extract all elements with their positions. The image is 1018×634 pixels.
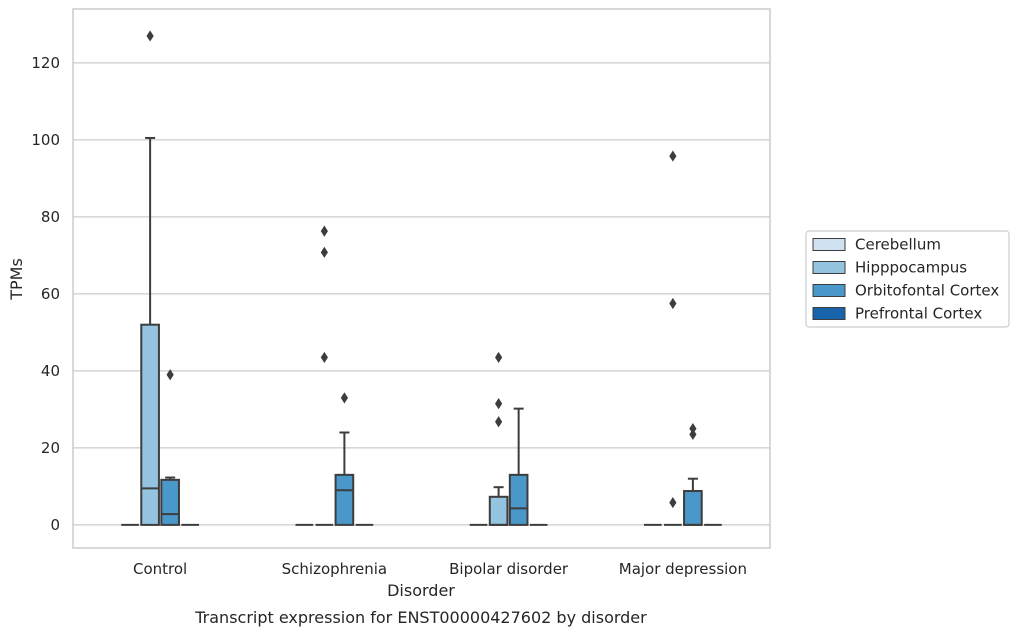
- outlier-point: [320, 351, 328, 364]
- x-tick-label: Control: [133, 560, 187, 578]
- outlier-point: [320, 246, 328, 258]
- box: [508, 473, 529, 526]
- outlier-point: [320, 225, 328, 237]
- legend-swatch: [812, 238, 846, 251]
- outlier-point: [495, 398, 503, 410]
- outlier-point: [146, 30, 154, 42]
- legend-swatch: [812, 284, 846, 297]
- outlier-point: [669, 297, 677, 310]
- box: [683, 490, 703, 526]
- box: [488, 495, 509, 526]
- outlier-point: [669, 150, 677, 162]
- box: [334, 473, 355, 526]
- legend-frame: [805, 230, 1010, 328]
- outlier-point: [340, 392, 348, 404]
- x-axis-label: Disorder: [387, 581, 455, 600]
- y-tick-label: 80: [41, 208, 60, 226]
- y-tick-label: 40: [41, 362, 60, 380]
- box: [140, 323, 160, 526]
- outlier-point: [166, 369, 174, 381]
- legend-label: Orbitofontal Cortex: [855, 282, 999, 300]
- y-axis-label: TPMs: [7, 258, 26, 301]
- x-tick-label: Major depression: [619, 560, 747, 578]
- box-marks: [121, 30, 722, 526]
- box: [160, 478, 180, 526]
- legend-swatch: [812, 261, 846, 274]
- y-tick-label: 60: [41, 285, 60, 303]
- y-tick-label: 0: [50, 516, 60, 534]
- legend: Cerebellum Hipppocampus Orbitofontal Corte…: [805, 230, 1010, 328]
- plot-frame: [72, 8, 771, 549]
- y-gridlines: [73, 62, 770, 526]
- y-tick-label: 120: [31, 54, 60, 72]
- x-tick-label: Bipolar disorder: [449, 560, 569, 578]
- legend-label: Prefrontal Cortex: [855, 305, 982, 323]
- x-tick-labels: Control Schizophrenia Bipolar disorder Majo…: [133, 560, 747, 578]
- y-tick-labels: 0 20 40 60 80 100 120: [31, 54, 60, 534]
- x-tick-label: Schizophrenia: [282, 560, 387, 578]
- legend-swatch: [812, 307, 846, 320]
- y-tick-label: 100: [31, 131, 60, 149]
- outlier-point: [689, 428, 697, 441]
- outlier-point: [669, 496, 677, 509]
- chart-caption: Transcript expression for ENST0000042760…: [194, 608, 647, 627]
- legend-label: Hipppocampus: [855, 259, 967, 277]
- legend-label: Cerebellum: [855, 236, 941, 254]
- outlier-point: [495, 416, 503, 428]
- outlier-point: [495, 351, 503, 364]
- y-tick-label: 20: [41, 439, 60, 457]
- outlier-point: [689, 423, 697, 435]
